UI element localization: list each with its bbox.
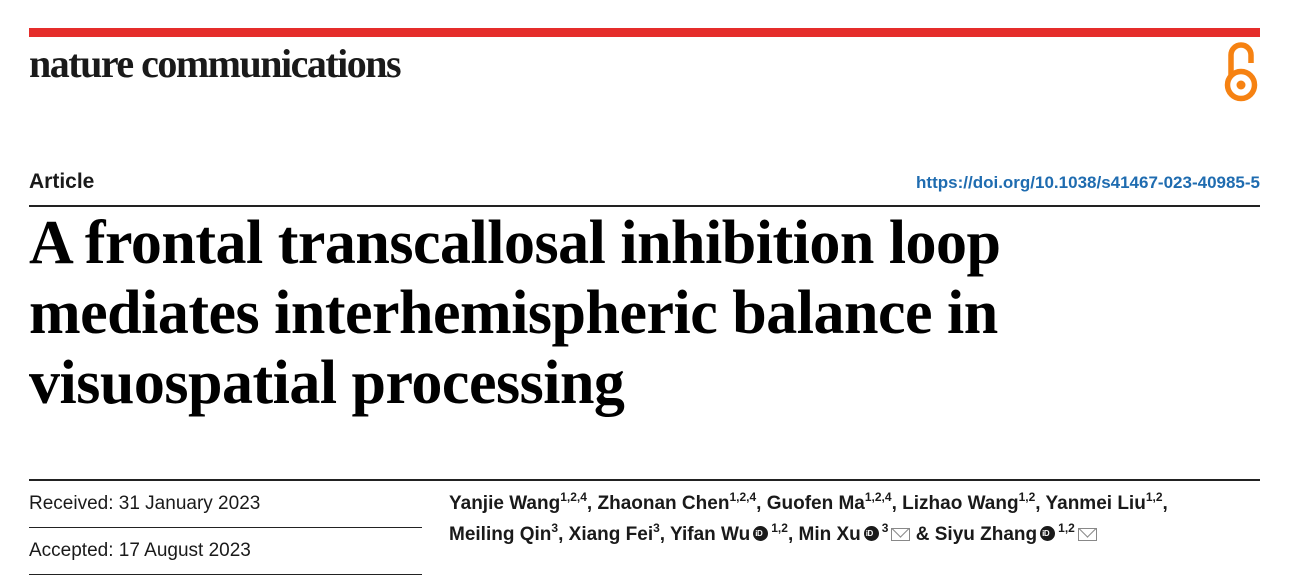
author-list: Yanjie Wang1,2,4, Zhaonan Chen1,2,4, Guo…: [449, 488, 1269, 550]
author[interactable]: Lizhao Wang1,2: [902, 490, 1036, 514]
publication-dates: Received: 31 January 2023 Accepted: 17 A…: [29, 481, 422, 575]
received-date: Received: 31 January 2023: [29, 493, 261, 514]
author-name: Guofen Ma: [766, 493, 865, 514]
author[interactable]: Yanmei Liu1,2: [1045, 490, 1163, 514]
orcid-icon[interactable]: [753, 526, 769, 541]
author-name: Yanmei Liu: [1045, 493, 1146, 514]
author[interactable]: Siyu Zhang 1,2: [934, 521, 1097, 545]
brand-bar: [29, 28, 1260, 37]
author-affiliations: 1,2,4: [864, 490, 892, 504]
author-affiliations: 1,2,4: [560, 490, 587, 504]
author-name: Lizhao Wang: [902, 493, 1019, 514]
author-affiliations: 1,2: [1058, 521, 1075, 535]
author[interactable]: Guofen Ma1,2,4: [766, 490, 892, 514]
author-affiliations: 1,2,4: [729, 490, 757, 504]
author[interactable]: Min Xu 3: [798, 521, 911, 545]
author-separator: ,: [756, 493, 767, 514]
author[interactable]: Yanjie Wang1,2,4: [449, 490, 587, 514]
orcid-icon[interactable]: [1040, 526, 1056, 541]
date-divider: [29, 574, 422, 575]
author[interactable]: Xiang Fei3: [568, 521, 660, 545]
article-title: A frontal transcallosal inhibition loop …: [29, 208, 1229, 418]
author[interactable]: Meiling Qin3: [449, 521, 559, 545]
author-separator: ,: [787, 524, 799, 545]
author-separator: ,: [586, 493, 598, 514]
author-name: Siyu Zhang: [934, 524, 1038, 545]
title-line: A frontal transcallosal inhibition loop: [29, 209, 1001, 277]
author-affiliations: 1,2: [1145, 490, 1163, 504]
author-affiliations: 3: [881, 521, 889, 535]
author-separator: ,: [891, 493, 903, 514]
author[interactable]: Zhaonan Chen1,2,4: [597, 490, 757, 514]
author-name: Xiang Fei: [568, 524, 654, 545]
author-name: Yanjie Wang: [449, 493, 561, 514]
journal-name[interactable]: nature communications: [29, 41, 402, 86]
author-affiliations: 1,2: [771, 521, 788, 535]
author-name: Meiling Qin: [449, 524, 552, 545]
title-line: visuospatial processing: [29, 349, 625, 417]
author-separator: ,: [558, 524, 569, 545]
author[interactable]: Yifan Wu 1,2: [670, 521, 788, 545]
author-name: Zhaonan Chen: [597, 493, 730, 514]
author-separator: ,: [659, 524, 671, 545]
doi-link[interactable]: https://doi.org/10.1038/s41467-023-40985…: [916, 173, 1260, 192]
author-separator: ,: [1162, 493, 1168, 514]
author-affiliations: 3: [551, 521, 559, 535]
accepted-date: Accepted: 17 August 2023: [29, 540, 251, 561]
author-affiliations: 3: [653, 521, 660, 535]
envelope-icon[interactable]: [891, 528, 911, 541]
author-separator: &: [910, 524, 935, 545]
header-divider: [29, 205, 1260, 207]
envelope-icon[interactable]: [1077, 528, 1097, 541]
author-separator: ,: [1035, 493, 1046, 514]
date-divider: [29, 527, 422, 528]
article-type-label: Article: [29, 170, 95, 193]
orcid-icon[interactable]: [863, 526, 879, 541]
metadata-divider: [29, 479, 1260, 481]
title-line: mediates interhemispheric balance in: [29, 279, 998, 347]
open-access-lock-icon: [1224, 42, 1258, 102]
author-name: Yifan Wu: [670, 524, 751, 545]
author-name: Min Xu: [798, 524, 861, 545]
author-affiliations: 1,2: [1018, 490, 1036, 504]
